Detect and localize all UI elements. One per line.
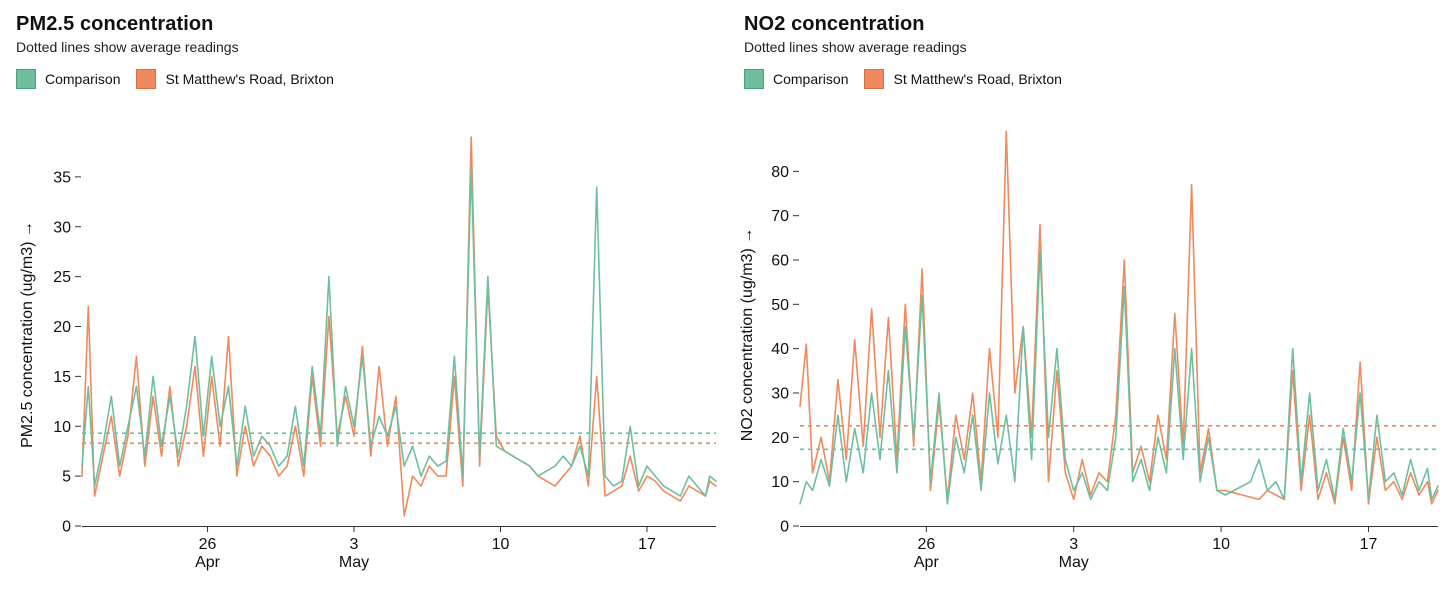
no2-series-line-comparison <box>799 250 1439 505</box>
no2-series-line-st-matthews <box>799 130 1439 505</box>
pm25-x-tick-sublabel: May <box>339 554 369 571</box>
pm25-x-tick-sublabel: Apr <box>195 554 221 571</box>
no2-x-tick-label: 26 <box>917 536 935 553</box>
pm25-y-tick-label: 20 <box>53 319 71 336</box>
pm25-x-tick-label: 10 <box>492 536 510 553</box>
no2-x-tick-sublabel: Apr <box>914 554 940 571</box>
no2-legend: Comparison St Matthew's Road, Brixton <box>744 68 1078 90</box>
no2-legend-label-st-matthews: St Matthew's Road, Brixton <box>893 71 1062 87</box>
no2-y-axis-title: NO2 concentration (ug/m3) → <box>739 228 756 441</box>
no2-y-tick-label: 50 <box>771 297 789 314</box>
pm25-chart-title: PM2.5 concentration <box>16 13 214 35</box>
pm25-x-tick-label: 3 <box>350 536 359 553</box>
no2-chart-subtitle: Dotted lines show average readings <box>744 39 967 55</box>
no2-chart-title: NO2 concentration <box>744 13 925 35</box>
no2-x-tick-label: 17 <box>1360 536 1378 553</box>
pm25-legend-item-st-matthews: St Matthew's Road, Brixton <box>136 69 334 89</box>
no2-chart-svg: NO2 concentration (ug/m3) → 0 10 20 30 40 50 60… <box>739 130 1439 571</box>
no2-legend-label-comparison: Comparison <box>773 71 849 87</box>
pm25-y-tick-label: 0 <box>62 519 71 536</box>
no2-chart-panel: NO2 concentration (ug/m3) → 0 10 20 30 40 50 60… <box>728 0 1456 593</box>
pm25-legend-swatch-comparison <box>16 69 36 89</box>
no2-y-tick-label: 20 <box>771 430 789 447</box>
no2-y-tick-label: 30 <box>771 386 789 403</box>
no2-y-tick-label: 70 <box>771 208 789 225</box>
no2-x-tick-label: 10 <box>1212 536 1230 553</box>
no2-legend-swatch-comparison <box>744 69 764 89</box>
pm25-y-tick-label: 5 <box>62 469 71 486</box>
pm25-y-tick-label: 35 <box>53 169 71 186</box>
no2-y-tick-label: 40 <box>771 341 789 358</box>
pm25-legend-swatch-st-matthews <box>136 69 157 89</box>
no2-y-tick-label: 10 <box>771 474 789 491</box>
pm25-series-line-st-matthews <box>81 136 717 517</box>
pm25-legend-label-st-matthews: St Matthew's Road, Brixton <box>165 71 334 87</box>
no2-x-tick-label: 3 <box>1069 536 1078 553</box>
pm25-chart-panel: PM2.5 concentration (ug/m3) → 0 5 10 15 20 25 3… <box>16 13 717 571</box>
pm25-y-axis-title: PM2.5 concentration (ug/m3) → <box>19 221 36 448</box>
no2-x-tick-sublabel: May <box>1059 554 1089 571</box>
no2-y-tick-label: 0 <box>780 519 789 536</box>
pm25-y-tick-label: 30 <box>53 219 71 236</box>
no2-y-tick-label: 80 <box>771 164 789 181</box>
pm25-legend-item-comparison: Comparison <box>16 69 120 89</box>
no2-y-tick-label: 60 <box>771 253 789 270</box>
pm25-x-tick-label: 17 <box>638 536 656 553</box>
pm25-y-tick-label: 25 <box>53 269 71 286</box>
pm25-legend: Comparison St Matthew's Road, Brixton <box>16 68 350 90</box>
pm25-y-tick-label: 15 <box>53 369 71 386</box>
pm25-series-line-comparison <box>81 166 717 497</box>
pm25-y-tick-label: 10 <box>53 419 71 436</box>
no2-legend-item-comparison: Comparison <box>744 69 848 89</box>
no2-legend-swatch-st-matthews <box>864 69 885 89</box>
pm25-legend-label-comparison: Comparison <box>45 71 121 87</box>
pm25-chart-subtitle: Dotted lines show average readings <box>16 39 239 55</box>
pm25-chart-svg: PM2.5 concentration (ug/m3) → 0 5 10 15 20 25 3… <box>19 136 717 571</box>
pm25-x-tick-label: 26 <box>199 536 217 553</box>
no2-legend-item-st-matthews: St Matthew's Road, Brixton <box>864 69 1062 89</box>
